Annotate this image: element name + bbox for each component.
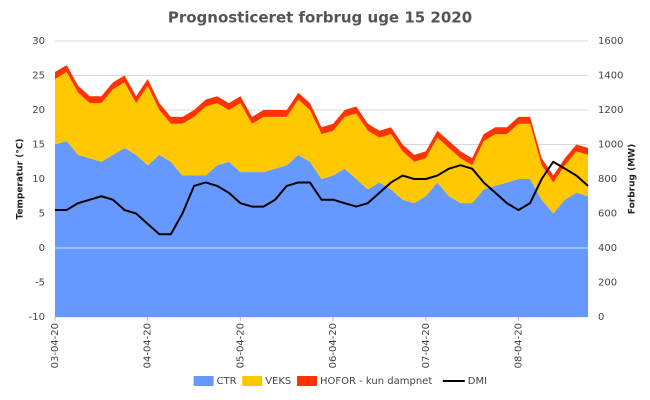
x-tick-group: 06-04-20 — [328, 323, 339, 368]
x-tick-label: 05-04-20 — [235, 323, 246, 368]
x-tick-group: 07-04-20 — [421, 323, 432, 368]
y-tick-label: 10 — [32, 174, 45, 185]
y2-tick-label: 0 — [598, 312, 604, 323]
y-tick-label: 30 — [32, 36, 45, 47]
x-tick-label: 06-04-20 — [328, 323, 339, 368]
area — [55, 72, 588, 214]
y2-tick-label: 1200 — [598, 105, 623, 116]
y2-tick-label: 1000 — [598, 140, 623, 151]
legend-label: VEKS — [265, 376, 291, 387]
x-tick-group: 04-04-20 — [143, 323, 154, 368]
y-tick-label: -5 — [35, 278, 45, 289]
y2-axis-label: Forbrug (MW) — [628, 144, 638, 214]
x-tick-group: 05-04-20 — [235, 323, 246, 368]
legend-swatch — [242, 376, 263, 386]
y-axis-label: Temperatur (°C) — [16, 138, 26, 219]
legend-label: CTR — [217, 376, 237, 387]
y2-tick-label: 1400 — [598, 71, 623, 82]
legend-label: HOFOR - kun dampnet — [320, 376, 432, 387]
y2-tick-label: 200 — [598, 278, 617, 289]
chart-title: Prognosticeret forbrug uge 15 2020 — [168, 9, 472, 27]
legend-swatch — [193, 376, 214, 386]
x-tick-group: 03-04-20 — [50, 323, 61, 368]
area — [55, 65, 588, 183]
y-tick-label: 20 — [32, 105, 45, 116]
line — [55, 160, 589, 236]
y2-tick-label: 600 — [598, 209, 617, 220]
area — [55, 141, 588, 317]
y-tick-label: 15 — [32, 140, 45, 151]
y-tick-label: 0 — [39, 243, 45, 254]
x-tick-group: 08-04-20 — [513, 323, 524, 368]
legend-swatch — [297, 376, 317, 386]
y-tick-label: 5 — [39, 209, 45, 220]
y2-tick-label: 400 — [598, 243, 617, 254]
y-tick-label: -10 — [29, 312, 45, 323]
x-tick-label: 03-04-20 — [50, 323, 61, 368]
x-tick-label: 07-04-20 — [421, 323, 432, 368]
x-tick-label: 08-04-20 — [513, 323, 524, 368]
y2-tick-label: 800 — [598, 174, 617, 185]
y-tick-label: 25 — [32, 71, 45, 82]
y2-tick-label: 1600 — [598, 36, 623, 47]
legend-label: DMI — [468, 376, 487, 387]
x-tick-label: 04-04-20 — [143, 323, 154, 368]
